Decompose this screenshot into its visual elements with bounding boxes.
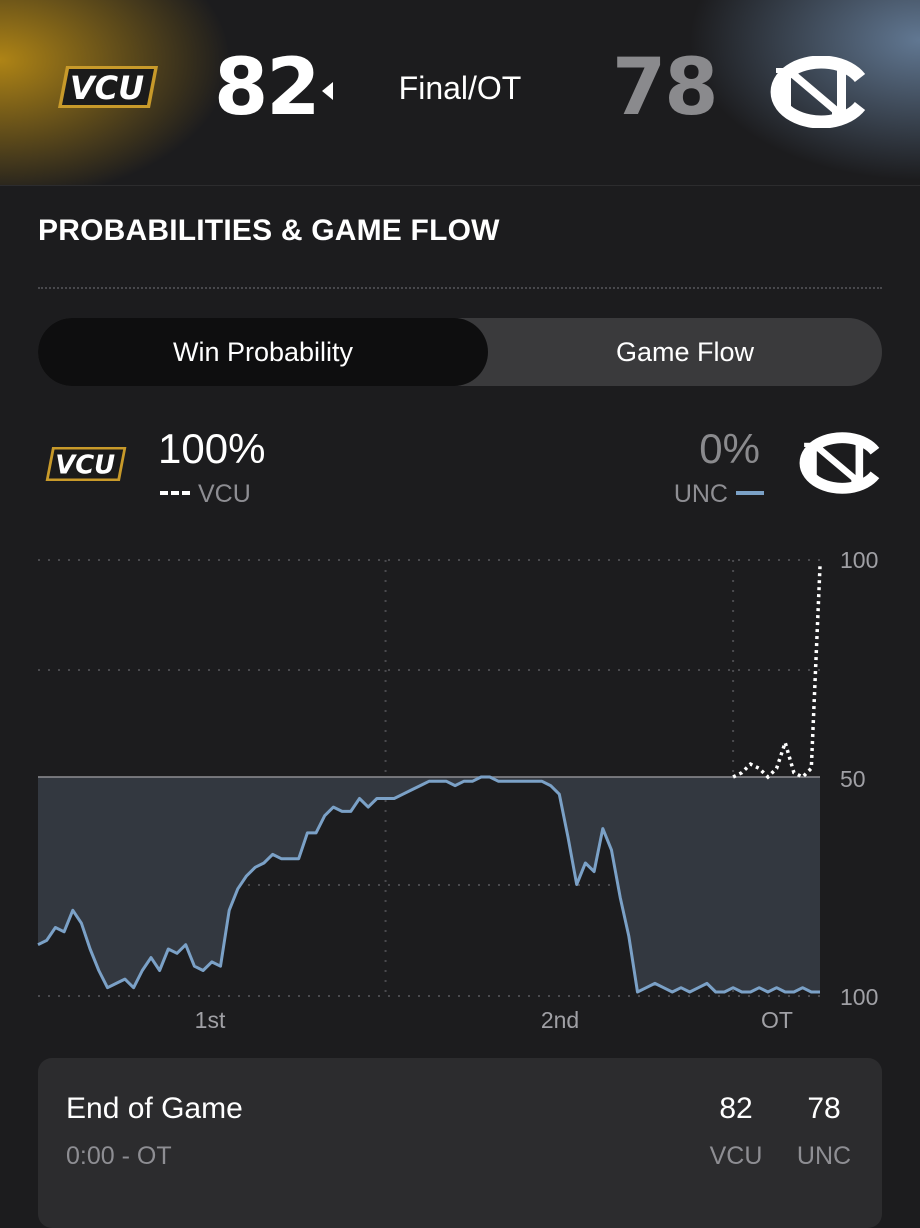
vcu-legend-label: VCU	[198, 480, 251, 508]
vcu-small-logo: VCU	[44, 444, 128, 489]
last-play-title: End of Game	[66, 1092, 243, 1125]
unc-legend: UNC	[600, 480, 764, 509]
y-axis-labels: 100 50 100	[840, 547, 878, 1010]
scoreboard-header: VCU 82 Final/OT 78	[0, 0, 920, 186]
unc-area-fill	[38, 777, 820, 992]
unc-win-pct: 0%	[699, 425, 760, 472]
svg-text:VCU: VCU	[70, 69, 144, 107]
view-toggle: Win Probability Game Flow	[38, 318, 882, 386]
vcu-logo[interactable]: VCU	[56, 64, 160, 115]
tab-game-flow[interactable]: Game Flow	[615, 337, 755, 367]
x-tick-label: 2nd	[541, 1007, 579, 1033]
section-title: PROBABILITIES & GAME FLOW	[38, 214, 500, 247]
y-tick-label: 50	[840, 766, 866, 792]
home-score: 78	[612, 43, 719, 133]
vcu-series-line	[732, 566, 822, 780]
svg-text:VCU: VCU	[55, 451, 115, 481]
game-status: Final/OT	[398, 70, 522, 106]
vcu-win-pct: 100%	[158, 425, 266, 472]
unc-legend-label: UNC	[673, 480, 728, 508]
x-axis-labels: 1st 2nd OT	[195, 1007, 793, 1033]
win-probability-chart: 100 50 100 1st 2nd OT	[37, 547, 878, 1033]
y-tick-label: 100	[840, 547, 878, 573]
caret-left-icon	[322, 82, 333, 100]
vcu-logo-icon: VCU	[58, 66, 158, 108]
vcu-legend: VCU	[160, 480, 251, 509]
last-play-time: 0:00 - OT	[66, 1142, 172, 1170]
unc-logo[interactable]	[764, 55, 866, 133]
unc-logo-icon	[770, 55, 866, 129]
last-play-away-score: 82	[719, 1092, 753, 1125]
unc-small-logo-icon	[799, 432, 880, 494]
x-tick-label: OT	[761, 1007, 793, 1033]
solid-line-legend-icon	[736, 491, 764, 496]
away-score: 82	[214, 43, 321, 133]
last-play-home-score: 78	[807, 1092, 841, 1125]
dashed-line-legend-icon	[160, 491, 190, 496]
unc-series-line	[37, 775, 820, 994]
tab-win-probability[interactable]: Win Probability	[38, 318, 488, 386]
vcu-small-logo-icon: VCU	[45, 447, 127, 481]
y-tick-label: 100	[840, 984, 878, 1010]
unc-small-logo	[794, 432, 880, 499]
last-play-card[interactable]: End of Game 0:00 - OT 82 78 VCU UNC	[38, 1058, 882, 1228]
last-play-home-team: UNC	[796, 1142, 852, 1170]
last-play-away-team: VCU	[709, 1142, 763, 1170]
section-divider	[38, 287, 882, 289]
x-tick-label: 1st	[195, 1007, 226, 1033]
